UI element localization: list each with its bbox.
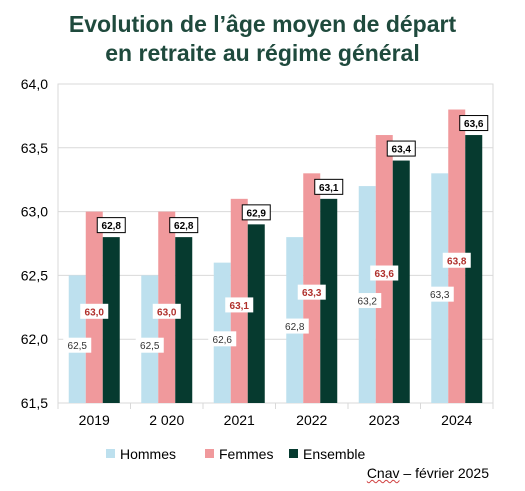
x-tick-label: 2024 <box>441 412 472 428</box>
data-label-box <box>386 140 416 157</box>
data-label-box <box>135 337 164 353</box>
data-label-femmes: 63,0 <box>157 307 177 318</box>
bar-ensemble <box>320 198 338 403</box>
y-tick-label: 63,0 <box>21 204 48 220</box>
x-tick-label: 2 020 <box>149 412 184 428</box>
x-tick-label: 2023 <box>369 412 400 428</box>
data-label-box <box>225 297 254 313</box>
legend-swatch-hommes <box>106 449 115 458</box>
data-label-box <box>152 303 181 319</box>
data-label-femmes: 63,3 <box>302 288 322 299</box>
data-label-femmes: 63,1 <box>230 301 250 312</box>
x-tick-label: 2022 <box>296 412 327 428</box>
x-tick-label: 2019 <box>79 412 110 428</box>
data-label-box <box>459 115 489 132</box>
data-label-ensemble: 62,8 <box>174 221 194 232</box>
data-label-hommes: 63,3 <box>430 290 450 301</box>
legend-label-femmes: Femmes <box>219 446 273 462</box>
data-label-ensemble: 62,8 <box>102 221 122 232</box>
data-label-box <box>63 337 92 353</box>
legend-swatch-ensemble <box>289 449 298 458</box>
data-label-box <box>425 286 454 302</box>
data-label-box <box>96 217 126 234</box>
chart-title-line-1: Evolution de l’âge moyen de départ <box>68 11 457 37</box>
data-label-ensemble: 63,1 <box>319 183 339 194</box>
data-label-hommes: 62,5 <box>68 341 88 352</box>
y-tick-label: 63,5 <box>21 140 48 156</box>
x-tick-label: 2021 <box>224 412 255 428</box>
bar-ensemble <box>175 237 193 403</box>
data-label-femmes: 63,0 <box>85 307 105 318</box>
data-label-hommes: 62,6 <box>213 335 233 346</box>
bar-ensemble <box>102 237 120 403</box>
y-tick-label: 62,0 <box>21 331 48 347</box>
data-label-box <box>370 265 399 281</box>
y-tick-label: 61,5 <box>21 395 48 411</box>
data-label-hommes: 63,2 <box>358 297 378 308</box>
y-tick-label: 64,0 <box>21 76 48 92</box>
legend-label-ensemble: Ensemble <box>303 446 365 462</box>
data-label-box <box>208 331 237 347</box>
data-label-femmes: 63,8 <box>447 256 467 267</box>
data-label-box <box>80 303 109 319</box>
chart-title: Evolution de l’âge moyen de départ en re… <box>0 10 525 68</box>
chart-title-line-2: en retraite au régime général <box>105 40 420 66</box>
bar-ensemble <box>247 224 265 403</box>
data-label-box <box>297 284 326 300</box>
data-label-femmes: 63,6 <box>375 269 395 280</box>
data-label-box <box>169 217 199 234</box>
source-date: – février 2025 <box>399 465 489 481</box>
data-label-box <box>442 252 471 268</box>
data-label-box <box>353 293 382 309</box>
plot-area <box>57 83 494 404</box>
legend-swatch-femmes <box>205 449 214 458</box>
data-label-hommes: 62,8 <box>285 322 305 333</box>
source-name: Cnav <box>366 465 400 481</box>
legend-label-hommes: Hommes <box>120 446 176 462</box>
data-label-ensemble: 63,6 <box>464 119 484 130</box>
bar-ensemble <box>465 135 483 404</box>
y-tick-label: 62,5 <box>21 267 48 283</box>
source-note: Cnav – février 2025 <box>367 465 489 481</box>
data-label-box <box>314 178 344 195</box>
data-label-ensemble: 62,9 <box>247 208 267 219</box>
data-label-ensemble: 63,4 <box>392 145 412 156</box>
data-label-hommes: 62,5 <box>140 341 160 352</box>
bar-ensemble <box>392 160 410 403</box>
data-label-box <box>280 318 309 334</box>
data-label-box <box>241 204 271 221</box>
